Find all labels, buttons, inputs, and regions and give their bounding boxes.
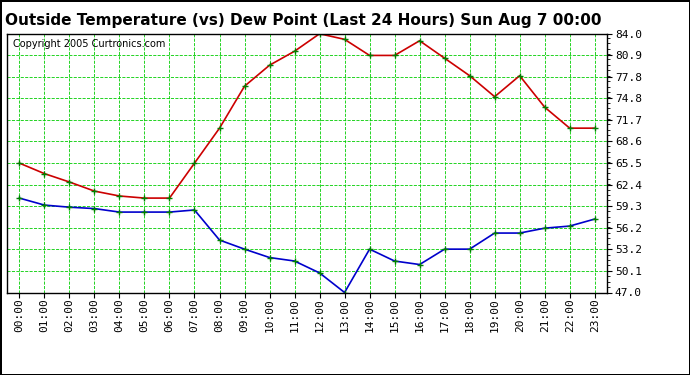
Text: Copyright 2005 Curtronics.com: Copyright 2005 Curtronics.com xyxy=(13,39,166,49)
Text: Outside Temperature (vs) Dew Point (Last 24 Hours) Sun Aug 7 00:00: Outside Temperature (vs) Dew Point (Last… xyxy=(6,13,602,28)
